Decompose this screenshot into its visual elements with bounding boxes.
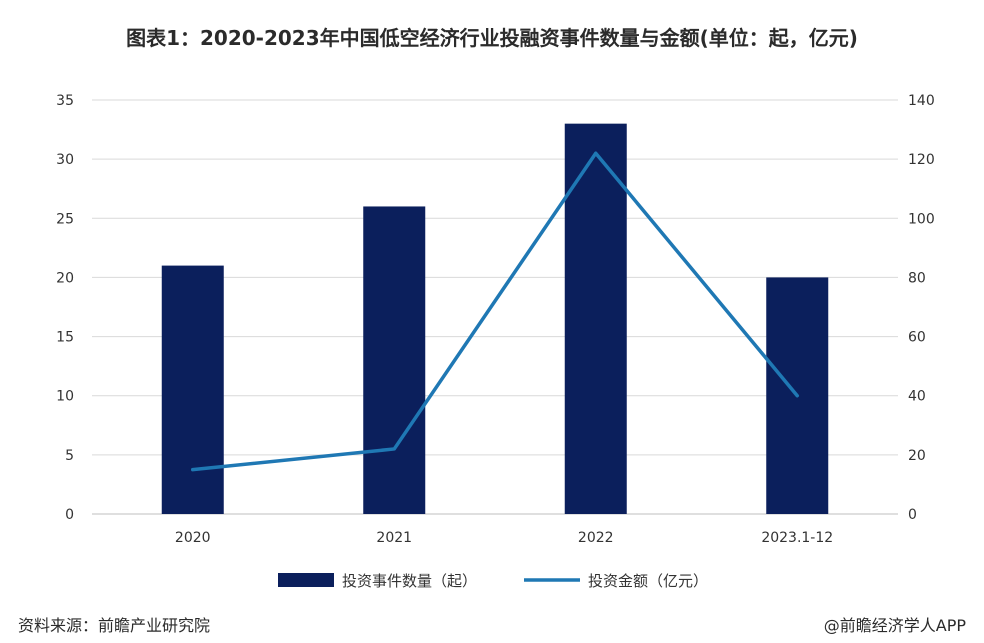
line-point-2020 — [191, 468, 195, 472]
legend-line-label: 投资金额（亿元） — [588, 572, 708, 590]
right-tick-label: 120 — [908, 152, 935, 168]
right-tick-label: 60 — [908, 330, 926, 346]
left-tick-label: 5 — [65, 448, 74, 464]
bar-2020 — [161, 265, 224, 514]
left-tick-label: 25 — [56, 211, 74, 227]
line-point-2022 — [594, 151, 598, 155]
left-tick-label: 30 — [56, 152, 74, 168]
right-tick-label: 100 — [908, 211, 935, 227]
right-tick-label: 40 — [908, 389, 926, 405]
bar-2022 — [564, 123, 627, 515]
left-y-axis: 0 5 10 15 20 25 30 35 — [56, 93, 74, 523]
bar-series — [161, 123, 829, 515]
right-tick-label: 80 — [908, 270, 926, 286]
x-axis: 2020 2021 2022 2023.1-12 — [175, 530, 833, 546]
line-series — [191, 151, 799, 472]
legend-bar-swatch — [278, 573, 334, 587]
right-tick-label: 140 — [908, 93, 935, 109]
gridlines — [92, 99, 898, 515]
right-y-axis: 0 20 40 60 80 100 120 140 — [908, 93, 935, 523]
left-tick-label: 0 — [65, 507, 74, 523]
x-tick-label: 2020 — [175, 530, 211, 546]
left-tick-label: 20 — [56, 270, 74, 286]
x-tick-label: 2023.1-12 — [761, 530, 833, 546]
left-tick-label: 35 — [56, 93, 74, 109]
left-tick-label: 10 — [56, 389, 74, 405]
legend: 投资事件数量（起） 投资金额（亿元） — [278, 572, 708, 590]
chart-title: 图表1：2020-2023年中国低空经济行业投融资事件数量与金额(单位：起，亿元… — [126, 26, 858, 50]
right-tick-label: 0 — [908, 507, 917, 523]
source-note: 资料来源：前瞻产业研究院 — [18, 616, 211, 635]
bar-2021 — [363, 206, 426, 514]
investment-amount-line — [191, 151, 799, 472]
left-tick-label: 15 — [56, 330, 74, 346]
line-point-2023.1-12 — [795, 394, 799, 398]
right-tick-label: 20 — [908, 448, 926, 464]
credit-note: @前瞻经济学人APP — [823, 616, 966, 635]
legend-bar-label: 投资事件数量（起） — [342, 572, 477, 590]
x-tick-label: 2022 — [578, 530, 614, 546]
line-point-2021 — [392, 447, 396, 451]
x-tick-label: 2021 — [376, 530, 412, 546]
